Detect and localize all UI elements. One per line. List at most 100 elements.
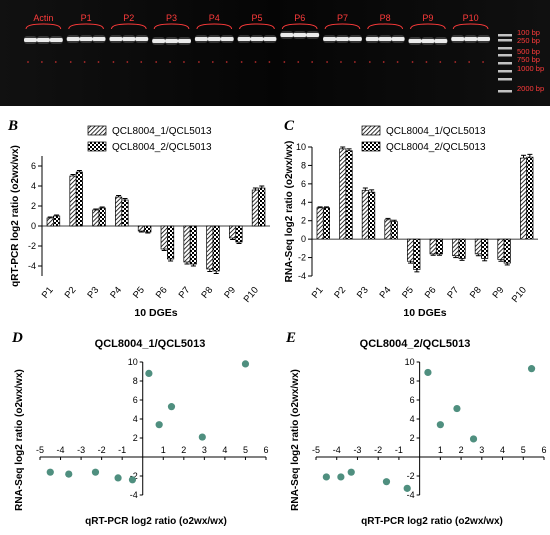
gel-band [165,39,179,43]
y-tick-label: -2 [130,471,138,481]
category-label: P8 [199,285,215,301]
gel-band [451,37,465,41]
bar-1 [69,175,77,227]
gel-band-glow [434,37,448,45]
y-tick-label: 8 [301,160,306,170]
category-label: P9 [490,285,506,301]
bar-2 [435,238,443,255]
x-axis-title: 10 DGEs [134,307,177,319]
x-tick-label: 1 [438,445,443,455]
x-tick-label: 5 [521,445,526,455]
gel-band [122,37,136,41]
gel-band [250,37,264,41]
x-tick-label: -4 [57,445,65,455]
gel-lane-label: P7 [337,13,348,23]
gel-band-glow [280,31,294,39]
gel-well-mark [169,61,171,63]
gel-well-mark [297,61,300,63]
y-axis-title: RNA-Seq log2 ratio (o2wx/wx) [290,369,301,511]
x-tick-label: -2 [98,445,106,455]
y-tick-label: 8 [410,376,415,386]
gel-band-glow [237,35,251,43]
gel-band-glow [49,36,63,44]
y-tick-label: 6 [301,179,306,189]
scatter-chart-qcl8004-2: -5 -4 -3 -2 -1 1 2 3 4 5 6 -4 -2 2 4 6 8 10 QCL8004_2/QCL5… [290,338,547,527]
data-point [91,468,100,476]
legend-swatch-1 [361,125,381,136]
ladder-band [498,70,512,73]
gel-well-mark [198,61,200,63]
ladder-band [498,62,512,65]
category-label: P9 [222,285,238,301]
gel-well-mark [311,61,314,63]
panel-letter-d: D [11,330,23,346]
x-axis-title: qRT-PCR log2 ratio (o2wx/wx) [85,516,227,527]
data-point [46,468,54,476]
gel-band-glow [451,35,465,43]
bar-1 [497,238,505,260]
y-tick-label: -2 [407,471,415,481]
bar-2 [144,225,152,233]
ladder-label: 1000 bp [517,64,544,73]
x-tick-label: -2 [374,445,382,455]
gel-band-glow [36,36,50,44]
y-tick-label: 10 [405,357,415,367]
gel-lane-bracket [153,23,190,30]
y-axis-title: qRT-PCR log2 ratio (o2wx/wx) [10,145,21,287]
chart-title: QCL8004_1/QCL5013 [95,338,206,350]
gel-lane-bracket [196,23,233,30]
gel-well-mark [268,61,271,63]
gel-band [109,37,123,41]
y-tick-label: 2 [301,216,306,226]
category-label: P2 [332,285,348,301]
gel-lane-label: P8 [380,13,391,23]
category-label: P1 [40,285,56,301]
gel-lane-label: P5 [251,13,262,23]
gel-band [421,39,435,43]
data-point [114,474,122,482]
bar-2 [481,238,489,259]
bar-1 [384,219,392,240]
data-point [436,421,444,429]
gel-background [0,0,550,106]
gel-band [348,37,362,41]
gel-band-glow [92,35,106,43]
gel-band [464,37,478,41]
gel-well-mark [155,61,158,63]
x-tick-label: 6 [541,445,546,455]
gel-band-glow [408,37,422,45]
x-tick-label: 3 [479,445,484,455]
bar-1 [407,238,415,262]
gel-well-mark [283,61,286,63]
legend-label: QCL8004_1/QCL5013 [386,126,486,137]
data-point [527,365,536,373]
gel-band-glow [464,35,478,43]
bar-1 [206,225,214,270]
y-tick-label: 2 [31,201,36,211]
gel-lane-bracket [68,23,104,30]
gel-band-glow [109,35,123,43]
y-tick-label: 6 [133,395,138,405]
x-tick-label: 6 [263,445,268,455]
x-tick-label: 4 [500,445,505,455]
y-axis-title: RNA-Seq log2 ratio (o2wx/wx) [14,369,25,511]
bar-1 [115,196,123,227]
panel-letter-e: E [285,330,296,346]
gel-lane-label: P6 [294,13,305,23]
gel-band [66,37,80,41]
data-point [167,403,176,411]
data-point [322,473,330,481]
gel-band [323,37,337,41]
gel-well-mark [340,61,342,63]
gel-band-glow [263,35,277,43]
gel-lane-label: P4 [209,13,220,23]
bar-2 [98,207,106,227]
gel-band [280,33,294,37]
data-point [347,468,355,476]
bar-2 [345,150,353,240]
bar-2 [458,238,466,259]
gel-band-glow [79,35,93,43]
x-tick-label: -4 [333,445,341,455]
ladder-band [498,54,512,57]
category-label: P7 [445,285,461,301]
